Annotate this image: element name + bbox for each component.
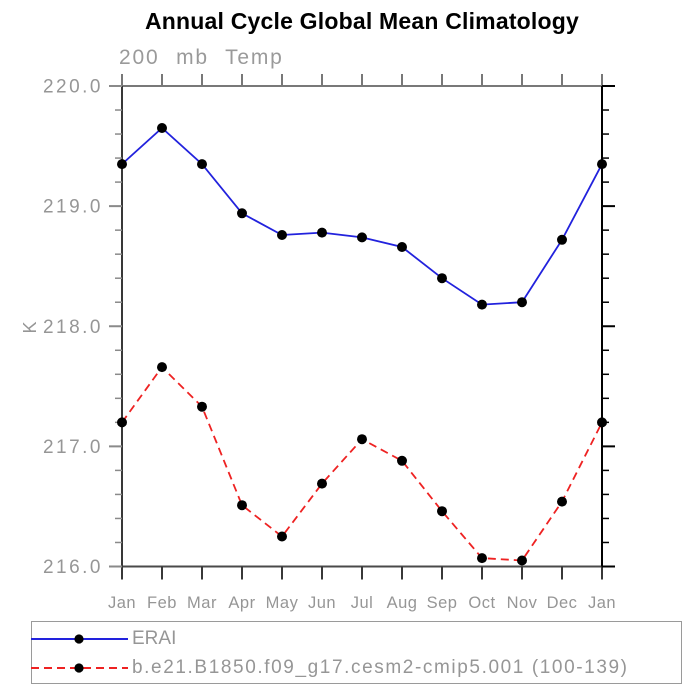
data-point-marker [117,159,127,170]
data-point-marker [477,553,487,564]
data-point-marker [277,230,287,240]
y-axis-title: K [20,320,40,333]
cesm-marker-icon [74,662,84,673]
chart-title: Annual Cycle Global Mean Climatology [144,8,580,34]
data-point-marker [557,234,567,245]
y-tick-label: 220.0 [43,77,103,98]
x-tick-label: Jun [308,594,336,612]
series-line-1 [121,365,603,562]
erai-marker-icon [74,633,84,644]
x-tick-label: Feb [147,594,177,612]
data-point-marker [517,555,527,566]
data-point-marker [317,478,327,489]
x-tick-label: Jul [351,594,374,612]
y-tick-label: 218.0 [43,317,103,338]
y-tick-label: 219.0 [43,197,103,218]
data-point-marker [197,401,207,412]
data-point-marker [277,531,287,542]
y-tick-label: 217.0 [43,437,103,458]
data-point-marker [237,500,247,511]
erai-line-swatch [31,633,128,644]
legend-item-erai: ERAI [31,624,681,653]
legend-box: ERAI b.e21.B1850.f09_g17.cesm2-cmip5.001… [31,621,682,684]
x-tick-label: Mar [187,594,217,612]
x-tick-label: Jan [588,594,616,612]
y-tick-label: 216.0 [43,557,103,578]
x-tick-label: Nov [507,594,538,612]
data-point-marker [437,506,447,517]
cesm-dashed-line-swatch [31,662,128,673]
x-tick-label: May [266,594,299,612]
data-point-marker [237,208,247,219]
data-point-marker [597,417,607,428]
data-point-marker [157,123,167,133]
data-point-marker [557,496,567,507]
x-tick-label: Jan [108,594,136,612]
data-point-marker [517,297,527,308]
data-point-marker [437,273,447,284]
data-point-marker [597,159,607,170]
data-point-marker [197,159,207,170]
data-point-marker [397,455,407,466]
data-point-marker [397,242,407,252]
legend-label-erai: ERAI [132,627,177,649]
data-point-marker [117,417,127,428]
x-tick-label: Dec [547,594,578,612]
x-tick-label: Sep [427,594,458,612]
x-tick-label: Aug [387,594,418,612]
series-line-0 [121,126,603,306]
x-tick-label: Oct [468,594,495,612]
data-point-marker [157,362,167,373]
x-tick-label: Apr [228,594,255,612]
legend-item-cesm: b.e21.B1850.f09_g17.cesm2-cmip5.001 (100… [31,653,681,682]
data-point-marker [317,227,327,238]
legend-label-cesm: b.e21.B1850.f09_g17.cesm2-cmip5.001 (100… [132,656,629,678]
chart-subtitle: 200 mb Temp [119,46,284,69]
data-point-marker [357,434,367,445]
data-point-marker [477,299,487,310]
data-point-marker [357,232,367,243]
